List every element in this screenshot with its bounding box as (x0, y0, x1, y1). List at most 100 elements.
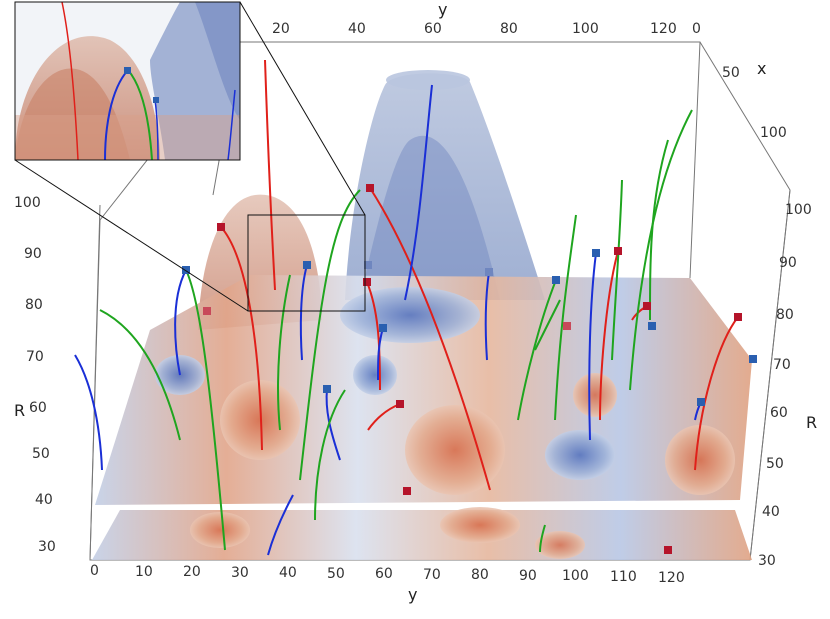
axis-top-y: 20 40 60 80 100 120 y (272, 0, 677, 37)
blue-streamline (377, 327, 384, 381)
red-streamline (599, 250, 619, 421)
tick-label: 50 (766, 456, 784, 472)
tick-label: 100 (14, 195, 41, 211)
red-seed-marker (403, 487, 411, 495)
blue-seed-marker (303, 261, 311, 269)
red-streamline (366, 281, 381, 391)
tick-label: 60 (375, 566, 393, 582)
tick-label: 50 (722, 65, 740, 81)
green-streamline (299, 189, 361, 481)
blue-streamline (588, 252, 597, 441)
tick-label: 90 (519, 568, 537, 584)
green-streamline (534, 299, 561, 351)
green-streamline (539, 524, 546, 553)
green-streamline (649, 139, 669, 321)
tick-label: 30 (231, 565, 249, 581)
blue-seed-marker (323, 385, 331, 393)
red-streamline (369, 187, 491, 491)
red-seed-marker (614, 247, 622, 255)
green-streamline (185, 269, 226, 551)
red-seed-marker (664, 546, 672, 554)
seed-markers (182, 184, 757, 554)
tick-label: 40 (35, 492, 53, 508)
blue-seed-marker (364, 261, 372, 269)
blue-isosurface-dome (345, 70, 545, 300)
zoom-region (14, 1, 366, 312)
blue-seed-marker (592, 249, 600, 257)
tick-label: 60 (424, 21, 442, 37)
tick-label: 60 (770, 405, 788, 421)
tick-label: 40 (762, 504, 780, 520)
blue-seed-marker (552, 276, 560, 284)
red-streamline (694, 316, 739, 471)
tick-label: 10 (135, 564, 153, 580)
tick-label: 110 (610, 569, 637, 585)
tick-label: 80 (500, 21, 518, 37)
red-seed-marker (203, 307, 211, 315)
tick-label: 40 (279, 565, 297, 581)
axis-bottom-y: 0 10 20 30 40 50 60 70 80 90 100 110 120… (90, 563, 685, 604)
tick-label: 70 (26, 349, 44, 365)
zoom-inset (14, 1, 241, 161)
tick-label: 70 (773, 357, 791, 373)
tick-label: 20 (183, 564, 201, 580)
tick-label: 90 (779, 255, 797, 271)
green-streamline (611, 179, 623, 361)
tick-label: 30 (758, 553, 776, 569)
green-streamline (554, 214, 577, 421)
tick-label: 50 (327, 566, 345, 582)
red-streamline (264, 59, 276, 291)
red-seed-marker (643, 302, 651, 310)
red-seed-marker (366, 184, 374, 192)
green-streamline (314, 389, 346, 521)
tick-label: 120 (650, 21, 677, 37)
lower-slice-plane (92, 510, 752, 560)
tick-label: 0 (692, 21, 701, 37)
red-streamline (220, 226, 263, 451)
tick-label: 0 (90, 563, 99, 579)
green-streamline (517, 279, 557, 421)
tick-label: 80 (25, 297, 43, 313)
tick-label: 50 (32, 446, 50, 462)
blue-streamline (74, 354, 103, 471)
red-seed-marker (734, 313, 742, 321)
red-seed-marker (217, 223, 225, 231)
axis-label: R (14, 401, 25, 420)
tick-label: 100 (572, 21, 599, 37)
blue-seed-marker (379, 324, 387, 332)
tick-label: 90 (24, 246, 42, 262)
blue-streamline (174, 269, 187, 376)
blue-seed-marker (648, 322, 656, 330)
blue-streamline (267, 494, 294, 556)
axis-right-R: 30 40 50 60 70 80 90 100 R (758, 202, 817, 569)
tick-label: 70 (423, 567, 441, 583)
red-seed-marker (363, 278, 371, 286)
blue-seed-marker (697, 398, 705, 406)
axis-label: y (408, 585, 417, 604)
blue-streamline (404, 84, 433, 301)
tick-label: 40 (348, 21, 366, 37)
tick-label: 120 (658, 570, 685, 586)
axis-label: x (757, 59, 766, 78)
red-seed-marker (563, 322, 571, 330)
red-seed-marker (396, 400, 404, 408)
green-streamline (99, 309, 181, 441)
tick-label: 20 (272, 21, 290, 37)
axis-left-R: 30 40 50 60 70 80 90 100 R (14, 195, 56, 555)
tick-label: 100 (785, 202, 812, 218)
blue-seed-marker (182, 266, 190, 274)
tick-label: 100 (760, 125, 787, 141)
tick-label: 30 (38, 539, 56, 555)
axis-label: R (806, 413, 817, 432)
tick-label: 80 (776, 307, 794, 323)
tick-label: 80 (471, 567, 489, 583)
slice-features (155, 287, 735, 559)
green-streamline (277, 274, 291, 431)
streamlines (74, 59, 739, 556)
axis-top-x: 0 50 100 x (692, 21, 787, 141)
blue-seed-marker (749, 355, 757, 363)
tick-label: 100 (562, 568, 589, 584)
blue-seed-marker (485, 268, 493, 276)
tick-label: 60 (29, 400, 47, 416)
